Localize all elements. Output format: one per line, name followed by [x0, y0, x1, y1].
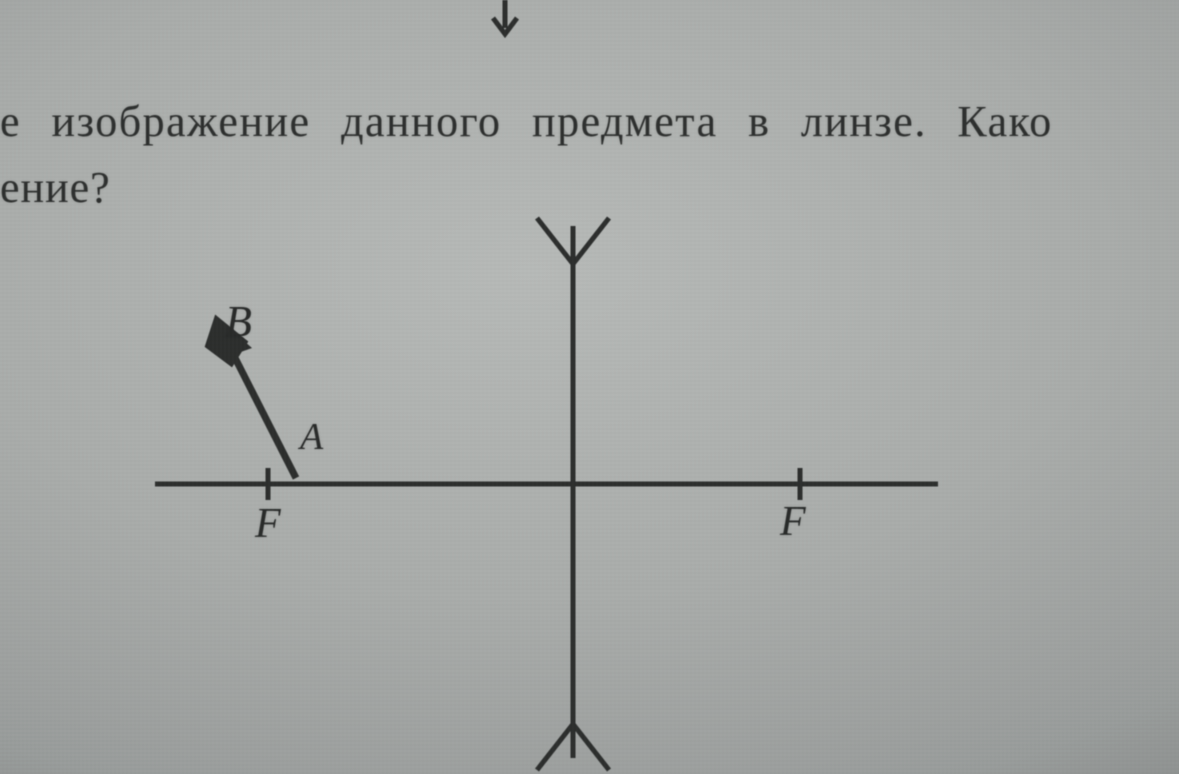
label-B: B — [225, 296, 252, 347]
lens-diagram — [0, 0, 1179, 774]
label-A: A — [300, 415, 323, 459]
object-arrow-shaft — [228, 344, 296, 478]
label-F-left: F — [255, 500, 281, 548]
label-F-right: F — [780, 498, 806, 546]
page-photo: е изображение данного предмета в линзе. … — [0, 0, 1179, 774]
